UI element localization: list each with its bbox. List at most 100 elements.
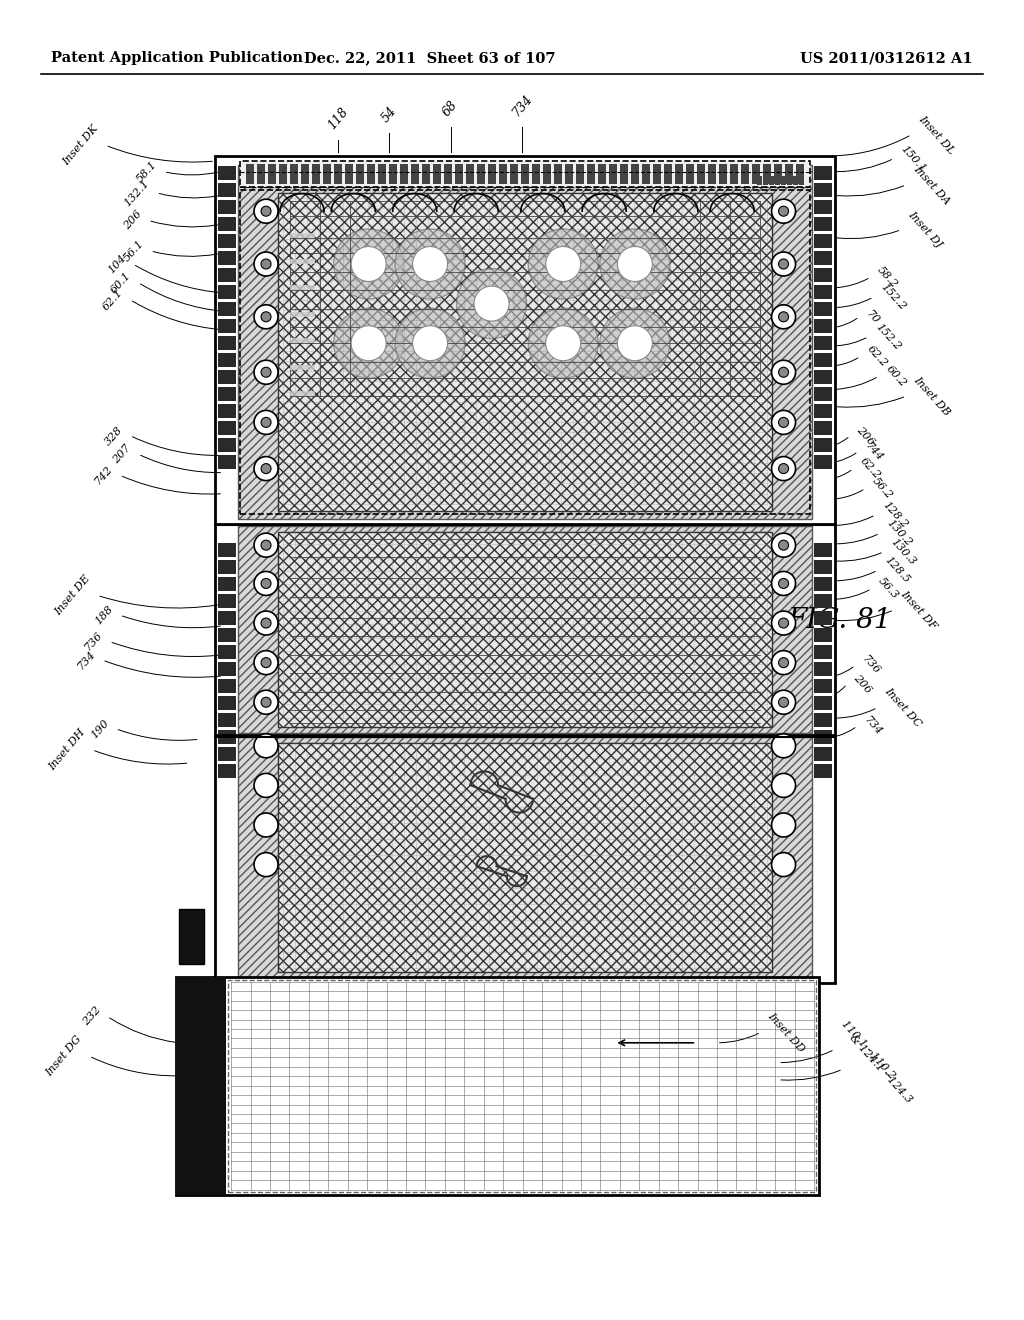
Bar xyxy=(521,164,529,185)
Text: 734: 734 xyxy=(76,648,97,672)
Circle shape xyxy=(546,326,581,360)
Bar xyxy=(499,164,507,185)
Bar xyxy=(218,763,237,777)
Bar xyxy=(268,164,276,185)
Bar xyxy=(455,164,463,185)
Bar xyxy=(786,176,792,185)
Bar xyxy=(757,176,762,185)
Bar xyxy=(218,678,237,693)
Text: 60.1: 60.1 xyxy=(109,269,133,296)
Text: 152.2: 152.2 xyxy=(873,321,902,352)
Bar xyxy=(813,644,831,659)
Bar xyxy=(554,164,562,185)
Bar xyxy=(218,199,237,214)
Text: 54: 54 xyxy=(379,104,399,125)
Bar xyxy=(813,285,831,298)
Text: 128.5: 128.5 xyxy=(883,554,911,586)
Circle shape xyxy=(261,657,271,668)
Bar xyxy=(218,251,237,265)
Bar xyxy=(356,164,365,185)
Circle shape xyxy=(771,533,796,557)
Bar xyxy=(323,164,331,185)
Text: FIG. 81: FIG. 81 xyxy=(787,607,892,634)
Bar xyxy=(176,977,819,1195)
Text: 188: 188 xyxy=(93,603,115,627)
Bar xyxy=(813,661,831,676)
Bar xyxy=(763,164,771,185)
Text: 60.2: 60.2 xyxy=(884,363,908,389)
Text: 68: 68 xyxy=(440,98,461,119)
Circle shape xyxy=(254,774,279,797)
Text: 58.1: 58.1 xyxy=(134,158,159,185)
Bar xyxy=(532,164,540,185)
Bar xyxy=(444,164,452,185)
Text: 206: 206 xyxy=(122,209,143,232)
Bar xyxy=(488,164,496,185)
Circle shape xyxy=(254,457,279,480)
Bar xyxy=(218,747,237,760)
Bar xyxy=(813,370,831,384)
Bar xyxy=(813,318,831,333)
Bar xyxy=(543,164,551,185)
Circle shape xyxy=(778,259,788,269)
Bar xyxy=(813,696,831,710)
Circle shape xyxy=(254,813,279,837)
Bar xyxy=(345,164,353,185)
Bar xyxy=(796,164,804,185)
Text: 232: 232 xyxy=(81,1005,102,1028)
Text: & 124.1 - 124.3: & 124.1 - 124.3 xyxy=(848,1034,914,1105)
Bar xyxy=(246,164,254,185)
Bar xyxy=(813,234,831,248)
Bar xyxy=(510,164,518,185)
Bar xyxy=(257,164,265,185)
Bar xyxy=(813,421,831,434)
Circle shape xyxy=(778,697,788,708)
Bar xyxy=(218,285,237,298)
Text: 132.1: 132.1 xyxy=(123,177,152,209)
Text: Inset DK: Inset DK xyxy=(61,123,100,168)
Bar xyxy=(290,259,315,264)
Circle shape xyxy=(254,252,279,276)
Circle shape xyxy=(771,774,796,797)
Circle shape xyxy=(254,411,279,434)
Bar xyxy=(813,763,831,777)
Circle shape xyxy=(778,540,788,550)
Circle shape xyxy=(254,305,279,329)
Circle shape xyxy=(778,463,788,474)
Bar xyxy=(218,696,237,710)
Bar xyxy=(565,164,573,185)
Bar xyxy=(218,730,237,743)
Circle shape xyxy=(254,853,279,876)
Bar xyxy=(774,176,779,185)
Text: 62.2: 62.2 xyxy=(865,343,890,370)
Bar xyxy=(664,164,672,185)
Circle shape xyxy=(254,572,279,595)
Bar xyxy=(433,164,441,185)
Circle shape xyxy=(395,308,465,379)
Circle shape xyxy=(771,813,796,837)
Bar xyxy=(238,527,812,733)
Bar xyxy=(741,164,749,185)
Circle shape xyxy=(771,572,796,595)
Bar xyxy=(218,421,237,434)
Text: 328: 328 xyxy=(103,424,125,447)
Circle shape xyxy=(771,611,796,635)
Circle shape xyxy=(771,199,796,223)
Bar xyxy=(813,166,831,180)
Bar xyxy=(218,302,237,315)
Circle shape xyxy=(261,578,271,589)
Bar xyxy=(218,166,237,180)
Bar xyxy=(813,747,831,760)
Bar xyxy=(813,577,831,590)
Circle shape xyxy=(778,312,788,322)
Text: Inset DC: Inset DC xyxy=(883,686,923,729)
Circle shape xyxy=(778,578,788,589)
Bar xyxy=(577,164,584,185)
Circle shape xyxy=(771,305,796,329)
Bar xyxy=(813,611,831,624)
Circle shape xyxy=(254,690,279,714)
Bar xyxy=(609,164,617,185)
Text: Inset DD: Inset DD xyxy=(766,1010,807,1055)
Text: Inset DH: Inset DH xyxy=(47,727,87,772)
Circle shape xyxy=(261,206,271,216)
